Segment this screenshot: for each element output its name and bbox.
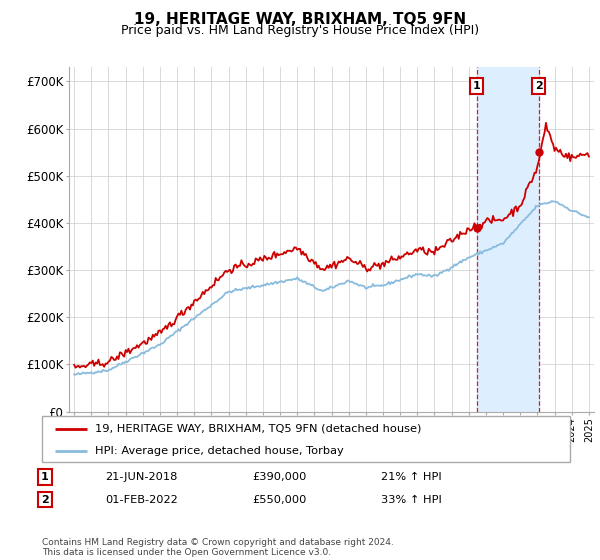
Text: 21% ↑ HPI: 21% ↑ HPI (381, 472, 442, 482)
Text: 33% ↑ HPI: 33% ↑ HPI (381, 494, 442, 505)
Bar (477, 67, 539, 412)
Text: 2: 2 (41, 494, 49, 505)
Text: Price paid vs. HM Land Registry's House Price Index (HPI): Price paid vs. HM Land Registry's House … (121, 24, 479, 36)
Text: Contains HM Land Registry data © Crown copyright and database right 2024.
This d: Contains HM Land Registry data © Crown c… (42, 538, 394, 557)
Text: 1: 1 (41, 472, 49, 482)
Text: £390,000: £390,000 (252, 472, 307, 482)
Text: HPI: Average price, detached house, Torbay: HPI: Average price, detached house, Torb… (95, 446, 344, 455)
Text: 01-FEB-2022: 01-FEB-2022 (105, 494, 178, 505)
Text: 2: 2 (535, 81, 542, 91)
Text: 19, HERITAGE WAY, BRIXHAM, TQ5 9FN (detached house): 19, HERITAGE WAY, BRIXHAM, TQ5 9FN (deta… (95, 424, 421, 434)
Text: 1: 1 (473, 81, 481, 91)
Text: 19, HERITAGE WAY, BRIXHAM, TQ5 9FN: 19, HERITAGE WAY, BRIXHAM, TQ5 9FN (134, 12, 466, 27)
FancyBboxPatch shape (42, 416, 570, 462)
Text: £550,000: £550,000 (252, 494, 307, 505)
Text: 21-JUN-2018: 21-JUN-2018 (105, 472, 178, 482)
